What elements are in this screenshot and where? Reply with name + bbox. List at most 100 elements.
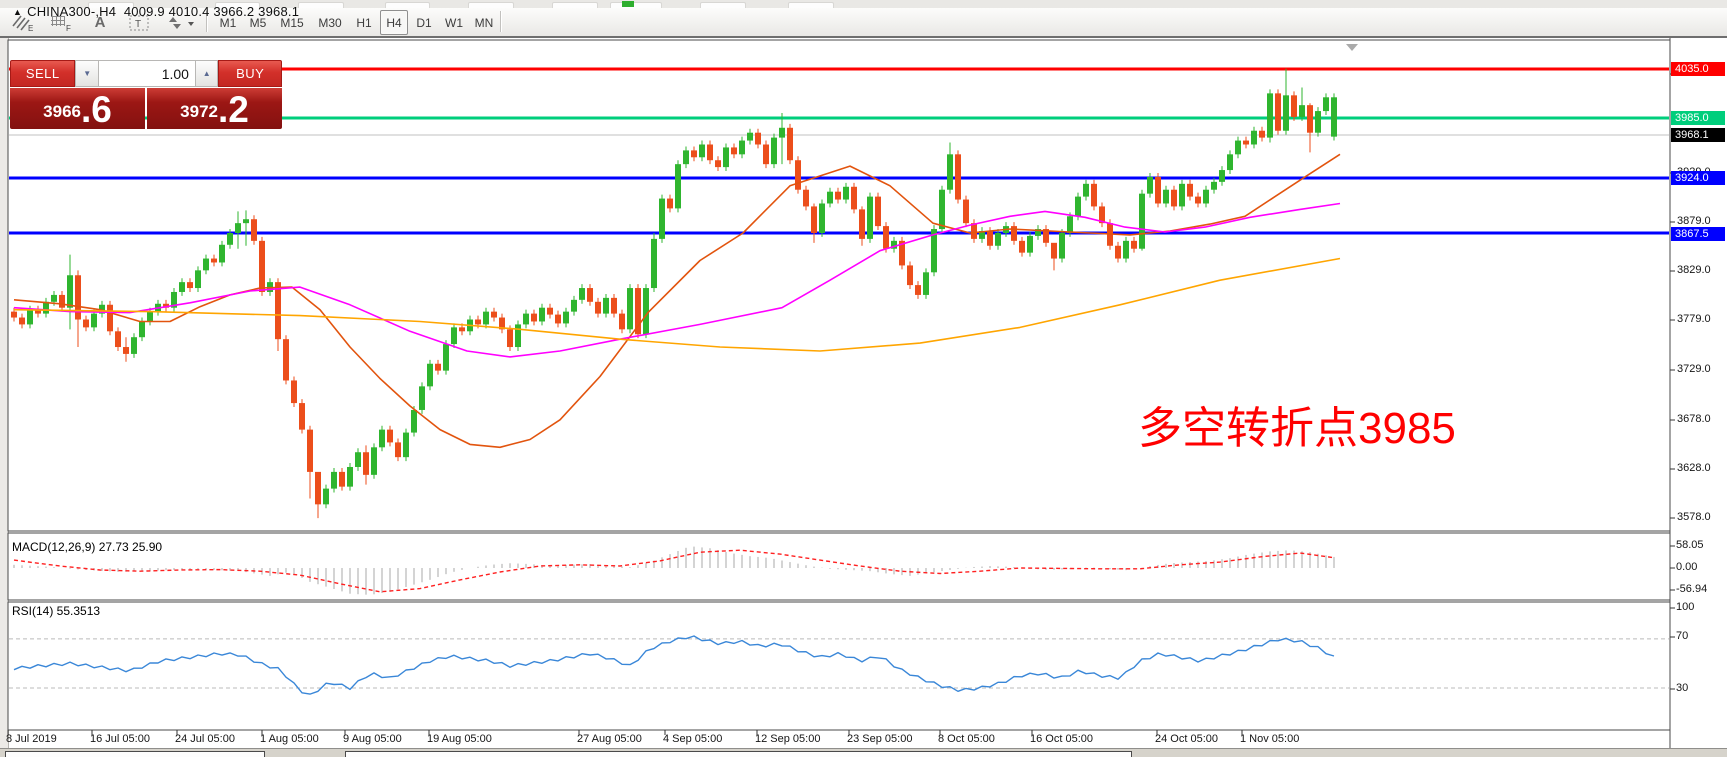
chart-tab[interactable] [5, 751, 265, 757]
buy-button-label: BUY [236, 66, 265, 81]
volume-decrease-button[interactable]: ▼ [75, 60, 99, 87]
volume-input[interactable] [98, 60, 195, 87]
candle-body [363, 452, 369, 475]
candle-body [931, 229, 937, 273]
candle-body [859, 209, 865, 239]
candle-body [715, 160, 721, 168]
candle-body [43, 301, 49, 314]
rsi-indicator-label: RSI(14) 55.3513 [12, 604, 101, 618]
candle-body [1115, 245, 1121, 259]
timeframe-button-d1[interactable]: D1 [416, 15, 432, 30]
indicator-scale-label: 70 [1676, 630, 1689, 642]
candle-body [803, 189, 809, 207]
sell-price-panel[interactable]: 3966 .6 [10, 88, 145, 129]
slow-ma-line [13, 257, 1341, 352]
collapse-triangle-icon[interactable]: ▲ [13, 7, 23, 17]
grid-tool-button[interactable]: F [44, 10, 78, 35]
toolbar-chip [468, 2, 514, 10]
candle-body [1171, 189, 1177, 207]
timeframe-button-h4[interactable]: H4 [380, 10, 408, 35]
candle-body [899, 240, 905, 266]
buy-price-panel[interactable]: 3972 .2 [147, 88, 282, 129]
volume-increase-button[interactable]: ▲ [194, 60, 219, 87]
buy-button[interactable]: BUY [218, 60, 282, 87]
text-tool-button[interactable]: A [84, 10, 116, 35]
main-chart-pane[interactable] [7, 39, 1671, 532]
caret-up-icon: ▲ [202, 69, 211, 78]
candle-body [1091, 183, 1097, 207]
candle-body [555, 314, 561, 324]
timeframe-button-w1[interactable]: W1 [445, 15, 463, 30]
chart-shift-marker-icon[interactable] [1346, 44, 1358, 51]
time-axis-label: 8 Jul 2019 [6, 733, 57, 745]
candle-body [579, 288, 585, 300]
arrows-icon [169, 16, 194, 29]
time-axis-label: 19 Aug 05:00 [427, 733, 492, 745]
candle-body [99, 304, 105, 314]
candle-body [947, 154, 953, 190]
candle-body [771, 137, 777, 165]
toolbar-chip [552, 2, 598, 10]
candle-body [1251, 130, 1257, 145]
price-level-badge: 4035.0 [1671, 62, 1725, 76]
chart-tab[interactable] [345, 751, 1132, 757]
candle-body [1155, 176, 1161, 204]
timeframe-button-m1[interactable]: M1 [219, 15, 237, 30]
candle-body [867, 196, 873, 239]
price-tick-label: 3829.0 [1677, 264, 1711, 276]
chart-toolbar: E F A T [0, 8, 1727, 38]
ohlc-values-label: 4009.9 4010.4 3966.2 3968.1 [123, 4, 300, 19]
timeframe-button-m15[interactable]: M15 [280, 15, 304, 30]
candle-body [923, 272, 929, 295]
candle-body [91, 313, 97, 328]
rsi-pane[interactable] [7, 601, 1671, 731]
toolbar-chip [385, 2, 430, 10]
text-label-tool-button[interactable]: T [122, 10, 156, 35]
time-axis-label: 24 Oct 05:00 [1155, 733, 1218, 745]
price-level-badge: 3968.1 [1671, 128, 1725, 142]
timeframe-button-m30[interactable]: M30 [318, 15, 342, 30]
grid-icon: F [51, 15, 71, 32]
candle-body [315, 471, 321, 505]
candle-body [1123, 240, 1129, 259]
label-box-icon: T [129, 15, 149, 30]
candle-body [1243, 140, 1249, 145]
sell-button[interactable]: SELL [10, 60, 76, 87]
candle-body [1051, 242, 1057, 259]
candle-body [1187, 183, 1193, 197]
candle-body [59, 294, 65, 308]
candle-body [219, 244, 225, 263]
candle-body [651, 238, 657, 289]
candle-body [211, 258, 217, 263]
candle-body [1019, 240, 1025, 253]
toolbar-chip [88, 2, 134, 10]
candle-body [275, 282, 281, 340]
candle-body [427, 363, 433, 387]
price-tick-label: 3729.0 [1677, 363, 1711, 375]
candle-body [11, 311, 17, 318]
indicator-pattern-tool-button[interactable]: E [6, 10, 40, 35]
sell-button-label: SELL [25, 66, 60, 81]
timeframe-button-m5[interactable]: M5 [249, 15, 267, 30]
one-click-trading-panel: SELL ▼ ▲ BUY 3966 .6 3972 .2 [10, 60, 282, 129]
candle-body [875, 196, 881, 227]
macd-pane[interactable] [7, 532, 1671, 601]
candle-body [443, 344, 449, 371]
candle-body [107, 304, 113, 332]
candle-body [1331, 97, 1337, 137]
timeframe-button-mn[interactable]: MN [474, 15, 494, 30]
candle-body [1275, 93, 1281, 131]
candle-body [1099, 206, 1105, 224]
time-axis-label: 16 Oct 05:00 [1030, 733, 1093, 745]
timeframe-button-h1[interactable]: H1 [356, 15, 372, 30]
time-axis-label: 27 Aug 05:00 [577, 733, 642, 745]
objects-arrows-tool-button[interactable] [160, 10, 202, 35]
chart-title: ▲ CHINA300-,H4 4009.9 4010.4 3966.2 3968.… [13, 4, 299, 19]
candle-body [1219, 170, 1225, 182]
candle-body [515, 324, 521, 348]
candle-body [563, 311, 569, 324]
candle-body [819, 203, 825, 233]
candle-body [1227, 154, 1233, 171]
candle-body [299, 403, 305, 430]
